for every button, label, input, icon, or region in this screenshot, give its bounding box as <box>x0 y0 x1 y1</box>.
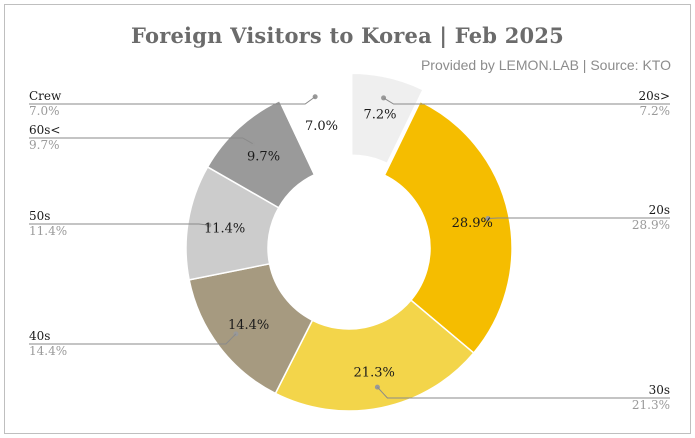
side-value-30s: 21.3% <box>632 398 670 412</box>
side-value-40s: 14.4% <box>29 344 67 358</box>
leader-line-crew <box>29 96 316 105</box>
side-label-20s-under: 20s> <box>639 89 670 103</box>
side-value-60s-plus: 9.7% <box>29 138 60 152</box>
side-label-40s: 40s <box>29 329 50 343</box>
side-label-60s-plus: 60s< <box>29 123 60 137</box>
chart-title: Foreign Visitors to Korea | Feb 2025 <box>131 23 564 48</box>
leader-lines <box>29 94 670 399</box>
side-label-30s: 30s <box>649 383 670 397</box>
side-label-20s: 20s <box>649 203 670 217</box>
side-label-crew: Crew <box>29 89 62 103</box>
leader-line-20s <box>487 217 670 220</box>
slice-value-label-60s-plus: 9.7% <box>247 149 280 164</box>
slice-value-label-20s: 28.9% <box>452 216 493 231</box>
donut-slices <box>185 72 513 412</box>
slice-20s <box>383 100 513 355</box>
leader-line-20s-under <box>383 97 670 105</box>
side-labels: 20s>7.2%20s28.9%30s21.3%40s14.4%50s11.4%… <box>29 89 670 412</box>
leader-line-50s <box>29 223 209 226</box>
slice-value-label-30s: 21.3% <box>354 365 395 380</box>
leader-line-40s <box>29 333 237 345</box>
side-value-50s: 11.4% <box>29 224 67 238</box>
side-label-50s: 50s <box>29 209 50 223</box>
leader-line-30s <box>377 386 670 399</box>
slice-value-label-20s-under: 7.2% <box>363 108 396 123</box>
slice-20s-under <box>350 72 425 165</box>
slice-value-label-40s: 14.4% <box>228 318 269 333</box>
slice-percent-labels: 7.2% 28.9% 21.3% 14.4% 11.4% 9.7% 7.0% <box>204 108 493 381</box>
side-value-crew: 7.0% <box>29 104 60 118</box>
chart-subtitle: Provided by LEMON.LAB | Source: KTO <box>420 57 671 73</box>
slice-value-label-crew: 7.0% <box>305 119 338 134</box>
side-value-20s-under: 7.2% <box>640 104 671 118</box>
slice-crew <box>278 84 350 176</box>
slice-30s <box>274 299 475 412</box>
slice-value-label-50s: 11.4% <box>204 222 245 237</box>
side-value-20s: 28.9% <box>632 218 670 232</box>
leader-line-60s-plus <box>29 137 253 145</box>
